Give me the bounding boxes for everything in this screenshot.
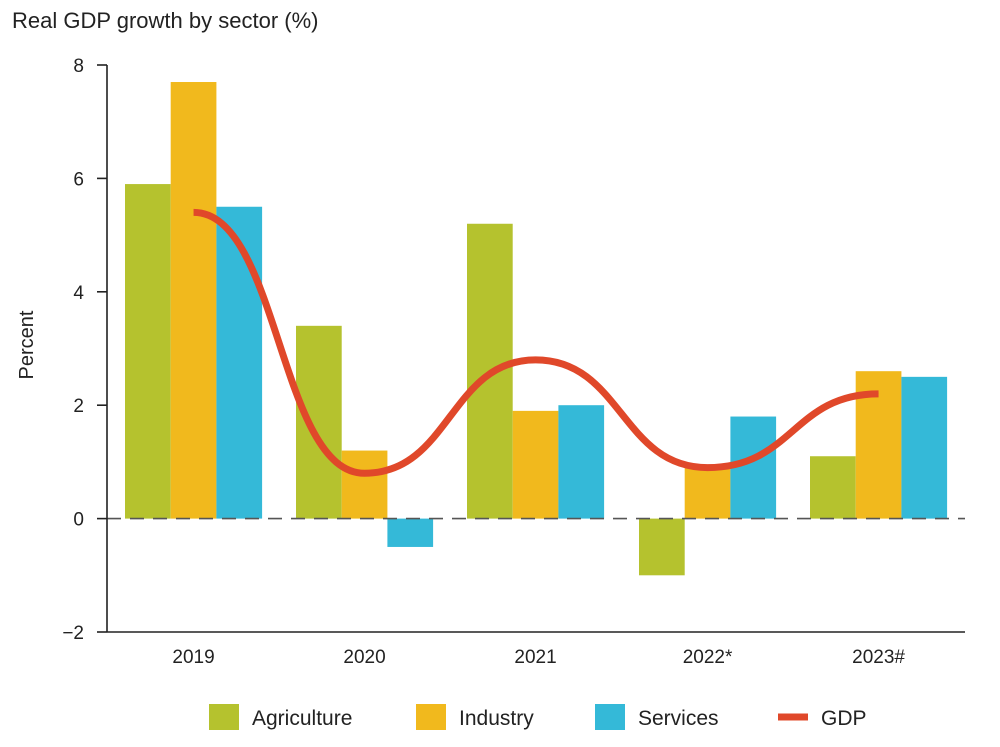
bar-services-2019 [216,206,263,519]
y-tick-label: −2 [62,623,84,644]
chart-title: Real GDP growth by sector (%) [12,8,319,33]
x-tick-label: 2023# [852,647,905,668]
bar-agriculture-2022 [639,518,685,576]
y-tick-label: 8 [73,56,84,77]
y-tick-label: 2 [73,396,84,417]
gdp-line-layer [193,208,879,477]
legend: Agriculture Industry Services GDP [209,704,867,730]
x-tick-label: 2019 [172,647,214,668]
x-tick-label: 2021 [514,647,556,668]
x-tick-label: 2022* [683,647,733,668]
axes-layer: −2 0 2 4 6 8 2019 2020 2021 2022* 2023# [62,56,965,668]
legend-label-services: Services [638,707,719,730]
bar-industry-2020 [341,450,388,519]
bar-services-2020 [387,518,434,547]
legend-label-gdp: GDP [821,707,867,730]
y-tick-label: 4 [73,283,84,304]
bar-agriculture-2020 [296,325,342,519]
y-tick-label: 0 [73,510,84,531]
x-tick-label: 2020 [343,647,385,668]
bar-agriculture-2023 [810,456,856,519]
bar-industry-2021 [512,410,559,519]
legend-swatch-agriculture [209,704,239,730]
series-line-gdp [193,208,879,477]
bar-industry-2022 [684,467,731,519]
bar-services-2021 [558,405,605,519]
bar-agriculture-2019 [125,184,171,519]
bar-industry-2019 [170,82,217,519]
bar-services-2022 [730,416,777,519]
legend-label-industry: Industry [459,707,534,730]
y-axis-title: Percent [16,310,38,379]
legend-swatch-services [595,704,625,730]
legend-label-agriculture: Agriculture [252,707,352,730]
bars-layer [125,82,948,576]
bar-services-2023 [901,376,948,519]
legend-swatch-industry [416,704,446,730]
y-tick-label: 6 [73,169,84,190]
